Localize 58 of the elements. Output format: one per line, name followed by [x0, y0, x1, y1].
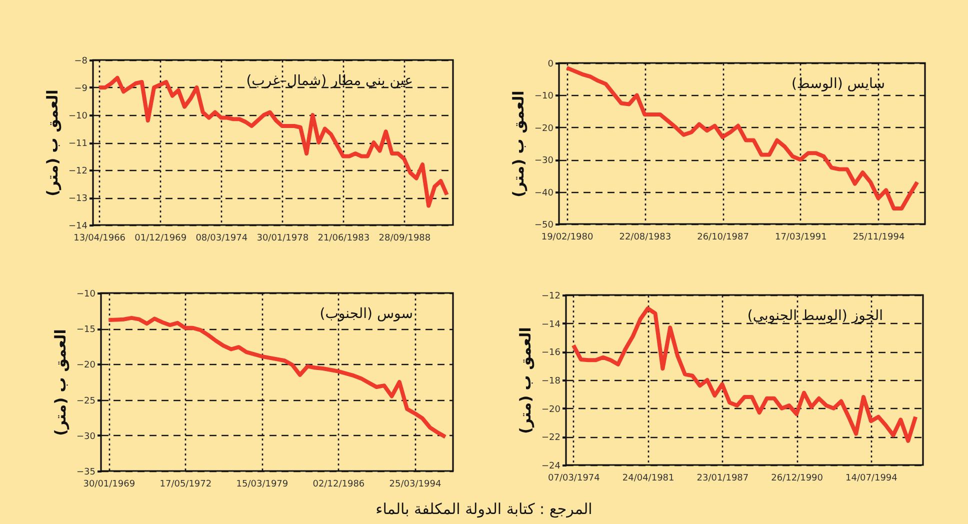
- text: المرجع : كتابة الدولة المكلفة بالماء: [374, 500, 594, 518]
- x-tick-label: 07/03/1974: [548, 474, 600, 484]
- text: الحوز (الوسط الجنوبي): [747, 308, 883, 324]
- x-tick-label: 01/12/1969: [134, 234, 187, 244]
- x-tick-label: 30/01/1978: [256, 234, 309, 244]
- y-tick-label: −14: [68, 222, 88, 232]
- y-tick-label: −12: [68, 166, 88, 176]
- x-tick-label: 08/03/1974: [196, 234, 248, 244]
- x-tick-label: 23/01/1987: [696, 474, 749, 484]
- y-tick-label: −10: [76, 290, 96, 300]
- y-tick-label: −11: [68, 139, 88, 149]
- y-tick-label: −14: [542, 320, 561, 330]
- y-tick-label: −10: [534, 92, 554, 102]
- y-tick-label: −18: [542, 376, 561, 386]
- line-series: [571, 306, 918, 443]
- y-axis-title: العمق ب (متر): [516, 327, 535, 434]
- x-tick-label: 17/03/1991: [774, 232, 827, 242]
- x-tick-label: 02/12/1986: [312, 480, 365, 490]
- x-tick-label: 13/04/1966: [74, 234, 126, 244]
- x-tick-label: 15/03/1979: [236, 480, 288, 490]
- x-tick-label: 26/12/1990: [771, 474, 824, 484]
- y-tick-label: 0: [548, 60, 554, 70]
- x-tick-label: 17/05/1972: [160, 480, 212, 490]
- y-tick-label: −22: [542, 433, 560, 444]
- x-tick-label: 24/04/1981: [622, 474, 674, 484]
- x-tick-label: 22/08/1983: [619, 232, 672, 242]
- x-tick-label: 19/02/1980: [541, 232, 594, 242]
- y-tick-label: −24: [542, 462, 561, 472]
- y-tick-label: −40: [534, 188, 554, 198]
- y-tick-label: −25: [76, 396, 96, 406]
- y-tick-label: −12: [542, 292, 560, 302]
- y-axis-title: العمق ب (متر): [52, 329, 70, 436]
- line-series: [564, 66, 920, 211]
- y-tick-label: −20: [76, 360, 96, 371]
- line-series: [97, 76, 449, 208]
- x-tick-label: 26/10/1987: [697, 232, 749, 242]
- y-tick-label: −20: [534, 124, 554, 134]
- y-tick-label: −13: [68, 194, 88, 204]
- x-tick-label: 28/09/1988: [378, 234, 431, 244]
- x-tick-label: 21/06/1983: [318, 234, 370, 244]
- y-tick-label: −30: [76, 432, 96, 442]
- x-tick-label: 30/01/1969: [83, 480, 136, 490]
- x-tick-label: 25/11/1994: [852, 232, 905, 242]
- y-tick-label: −20: [542, 404, 561, 415]
- text: سايس (الوسط): [791, 76, 885, 92]
- y-tick-label: −30: [534, 156, 554, 166]
- x-tick-label: 14/07/1994: [846, 474, 898, 484]
- y-tick-label: −35: [76, 468, 96, 478]
- y-tick-label: −8: [74, 56, 88, 66]
- y-tick-label: −16: [542, 348, 561, 358]
- y-tick-label: −50: [534, 220, 554, 230]
- y-tick-label: −9: [74, 84, 88, 94]
- y-axis-title: العمق ب (متر): [510, 90, 528, 198]
- y-tick-label: −10: [68, 112, 88, 122]
- x-tick-label: 25/03/1994: [389, 480, 442, 490]
- y-axis-title: العمق ب (متر): [44, 90, 62, 196]
- y-tick-label: −15: [76, 325, 96, 336]
- text: سوس (الجنوب): [320, 306, 413, 322]
